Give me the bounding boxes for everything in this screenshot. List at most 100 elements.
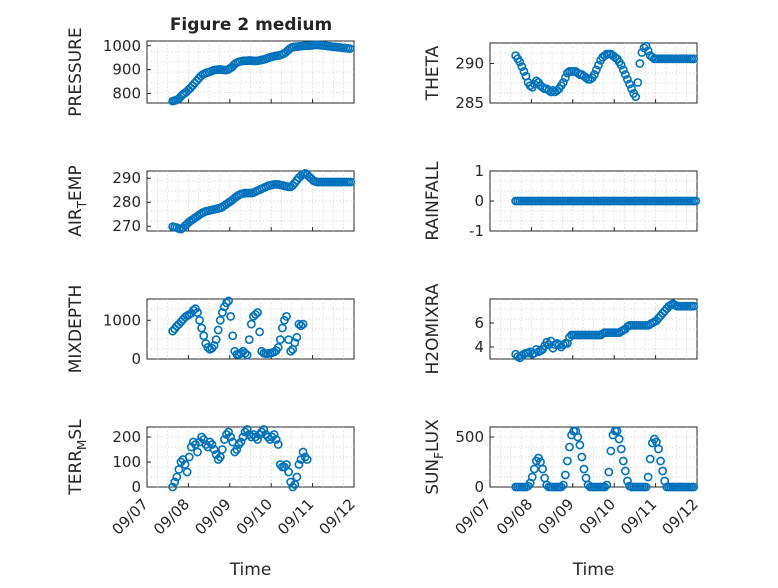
data-point — [240, 348, 250, 358]
data-point — [207, 440, 217, 449]
data-point — [525, 81, 535, 91]
data-point — [242, 425, 252, 434]
data-point — [228, 331, 238, 341]
subplot-1: 800 900 1000 PRESSURE — [66, 27, 355, 117]
y-tick-label: 1 — [474, 162, 484, 180]
data-point — [633, 78, 643, 87]
data-point — [217, 445, 227, 454]
data-point — [515, 57, 525, 67]
y-tick-label: 0 — [131, 478, 141, 496]
data-point — [560, 470, 570, 480]
data-point — [209, 445, 219, 454]
y-tick-label: 0 — [131, 350, 141, 368]
y-tick-label: 4 — [474, 338, 484, 356]
data-point — [275, 335, 285, 345]
data-point — [560, 73, 570, 83]
data-point — [292, 332, 302, 342]
data-point — [188, 437, 198, 447]
x-tick-label: 09/09 — [191, 495, 234, 538]
data-point — [618, 65, 628, 75]
data-point — [246, 319, 256, 329]
data-point — [563, 456, 572, 466]
data-point — [294, 460, 304, 469]
data-point — [292, 472, 302, 482]
subplot-4: -1 0 1 RAINFALL — [423, 161, 701, 241]
data-point — [226, 432, 236, 442]
x-tick-label: 09/11 — [617, 495, 660, 538]
y-tick-label: 200 — [112, 428, 141, 446]
data-point — [594, 60, 603, 70]
data-point — [298, 447, 308, 457]
data-point — [215, 315, 225, 325]
data-point — [253, 435, 262, 444]
data-point — [519, 67, 529, 76]
data-point — [259, 425, 269, 434]
data-point — [643, 472, 653, 482]
data-point — [172, 472, 182, 482]
data-point — [211, 335, 221, 345]
data-point — [282, 312, 291, 321]
data-point — [286, 346, 296, 356]
data-point — [251, 310, 260, 319]
data-point — [195, 315, 204, 325]
data-point — [180, 460, 190, 469]
y-tick-label: 270 — [112, 217, 141, 235]
subplot-6: 4 6 H2OMIXRA — [423, 283, 699, 375]
y-tick-label: 285 — [455, 94, 484, 112]
y-tick-label: 800 — [112, 84, 141, 102]
data-point — [184, 452, 194, 462]
data-point — [271, 435, 281, 444]
y-tick-label: 290 — [455, 55, 484, 73]
data-point — [641, 482, 651, 492]
y-tick-label: 1000 — [103, 311, 141, 329]
x-tick-label: 09/10 — [233, 495, 276, 538]
y-tick-label: 500 — [455, 428, 484, 446]
y-axis-label: THETA — [423, 45, 443, 101]
data-point — [273, 342, 283, 352]
y-axis-label: H2OMIXRA — [423, 283, 443, 374]
data-point — [625, 79, 634, 89]
data-point — [656, 456, 665, 466]
data-point — [284, 467, 293, 477]
data-point — [302, 455, 312, 464]
x-tick-label: 09/08 — [493, 495, 536, 538]
data-point — [600, 482, 610, 492]
data-point — [296, 321, 306, 331]
y-tick-label: 6 — [474, 314, 484, 332]
data-point — [529, 464, 539, 474]
x-axis-label: Time — [229, 560, 272, 580]
data-point — [579, 464, 589, 474]
data-point — [623, 476, 632, 486]
data-point — [614, 434, 624, 444]
data-point — [558, 480, 568, 490]
y-axis-label: TERRMSL — [66, 419, 89, 496]
x-tick-label: 09/08 — [150, 495, 193, 538]
x-tick-label: 09/09 — [534, 495, 577, 538]
data-point — [213, 455, 223, 464]
data-point — [236, 437, 246, 447]
data-point — [182, 467, 192, 477]
x-tick-label: 09/12 — [659, 495, 702, 538]
y-axis-label: SUNFLUX — [423, 419, 446, 495]
data-point — [691, 196, 701, 206]
data-point — [197, 323, 207, 333]
y-tick-label: 100 — [112, 453, 141, 471]
data-point — [616, 60, 626, 70]
data-point — [531, 344, 541, 354]
data-point — [230, 447, 240, 457]
data-point — [234, 440, 244, 449]
data-point — [205, 437, 215, 447]
data-point — [199, 331, 209, 341]
data-point — [606, 446, 616, 456]
y-axis-label: PRESSURE — [66, 27, 86, 116]
data-point — [298, 319, 308, 329]
data-point — [282, 460, 291, 469]
data-point — [616, 444, 626, 454]
data-point — [232, 445, 242, 454]
data-point — [215, 452, 225, 462]
data-point — [193, 308, 202, 317]
data-point — [558, 78, 568, 87]
